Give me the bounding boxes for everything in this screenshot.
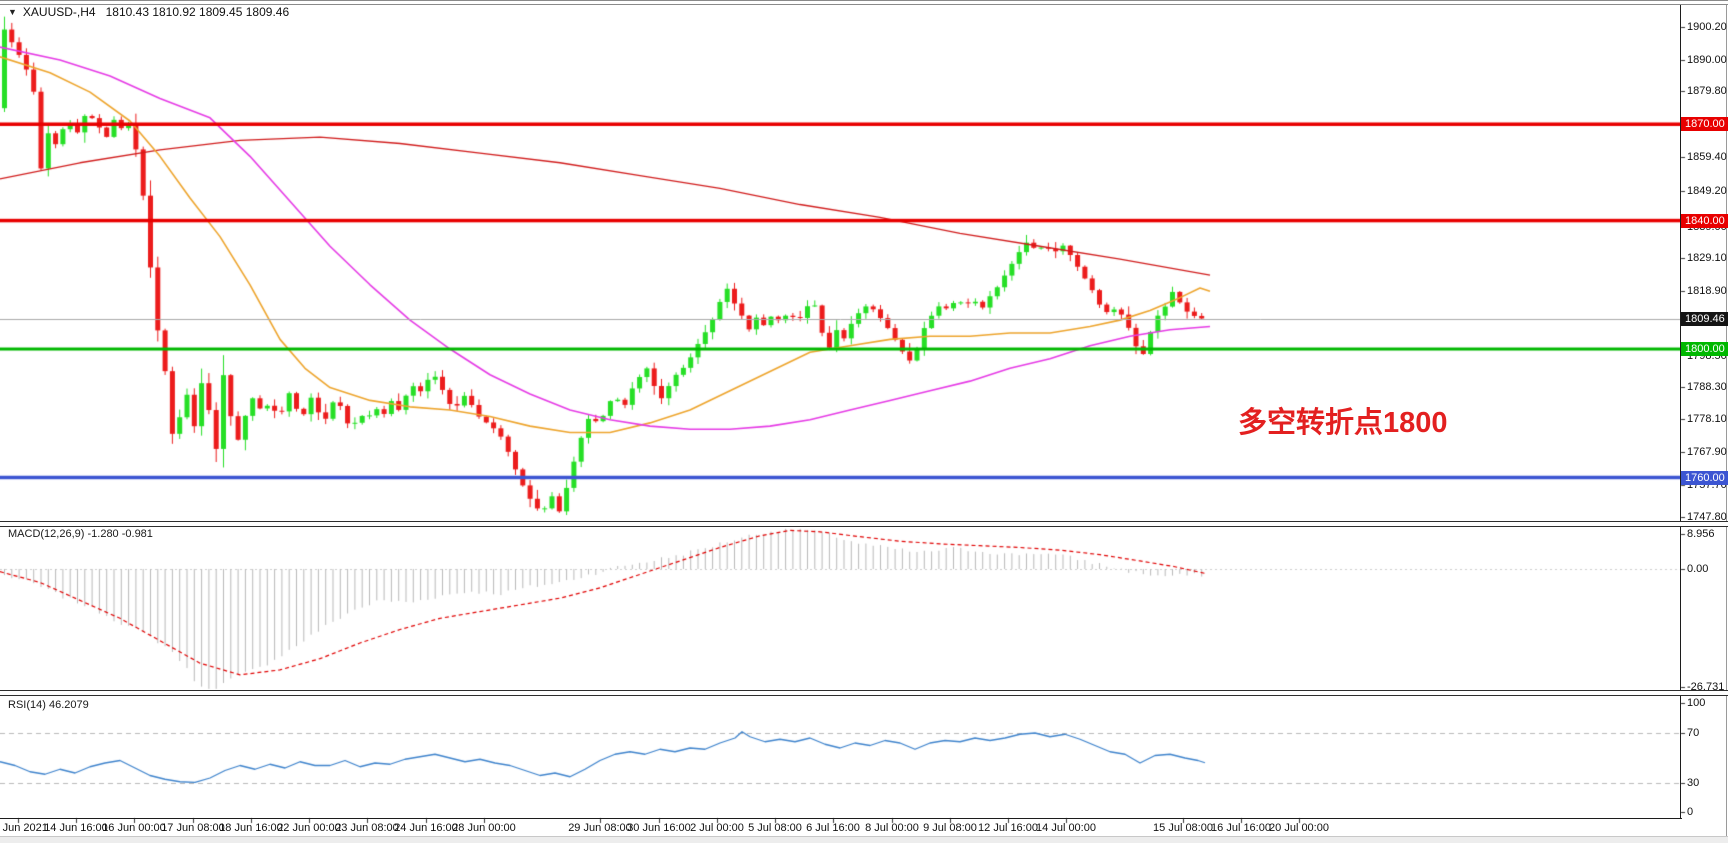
time-axis-label: 17 Jun 08:00 (161, 822, 225, 834)
symbol-timeframe-label: XAUUSD-,H4 (22, 5, 96, 19)
time-axis-label: 16 Jul 16:00 (1211, 822, 1271, 834)
price-macd-separator[interactable] (0, 521, 1728, 527)
time-axis-label: 23 Jun 08:00 (335, 822, 399, 834)
time-axis-label: 12 Jul 16:00 (978, 822, 1038, 834)
time-axis-label: 22 Jun 00:00 (277, 822, 341, 834)
price-axis-tick: 1879.80 (1687, 85, 1727, 97)
macd-rsi-separator[interactable] (0, 690, 1728, 696)
price-badge-176000[interactable]: 1760.00 (1681, 471, 1728, 485)
price-badge-187000[interactable]: 1870.00 (1681, 117, 1728, 131)
chevron-down-icon[interactable]: ▼ (8, 7, 17, 17)
time-axis-label: 11 Jun 2021 (0, 822, 48, 834)
price-axis-tick: 1900.20 (1687, 21, 1727, 33)
time-axis-label: 14 Jul 00:00 (1036, 822, 1096, 834)
macd-axis-tick: 8.956 (1687, 528, 1715, 540)
time-axis-label: 20 Jul 00:00 (1269, 822, 1329, 834)
price-axis-tick: 1747.80 (1687, 511, 1727, 523)
time-axis-label: 2 Jul 00:00 (690, 822, 744, 834)
rsi-indicator-label: RSI(14) 46.2079 (8, 699, 89, 711)
time-axis-label: 18 Jun 16:00 (219, 822, 283, 834)
price-axis-line (1680, 3, 1681, 819)
time-axis-label: 29 Jun 08:00 (568, 822, 632, 834)
time-axis-label: 28 Jun 00:00 (452, 822, 516, 834)
price-axis-tick: 1859.40 (1687, 151, 1727, 163)
time-axis-line (0, 818, 1682, 819)
time-axis-label: 5 Jul 08:00 (748, 822, 802, 834)
time-axis-label: 15 Jul 08:00 (1153, 822, 1213, 834)
time-axis-label: 14 Jun 16:00 (44, 822, 108, 834)
window-right-border (1726, 0, 1727, 843)
rsi-axis-tick: 70 (1687, 727, 1700, 739)
quote-values: 1810.43 1810.92 1809.45 1809.46 (105, 5, 290, 19)
macd-values: -1.280 -0.981 (87, 528, 153, 540)
price-axis-tick: 1849.20 (1687, 185, 1727, 197)
time-axis-label: 16 Jun 00:00 (102, 822, 166, 834)
rsi-value: 46.2079 (48, 699, 89, 711)
rsi-axis-tick: 30 (1687, 777, 1700, 789)
macd-indicator-label: MACD(12,26,9) -1.280 -0.981 (8, 528, 153, 540)
price-badge-180946[interactable]: 1809.46 (1681, 312, 1728, 326)
price-axis-tick: 1788.30 (1687, 381, 1727, 393)
rsi-axis-tick: 100 (1687, 697, 1706, 709)
price-axis-tick: 1890.00 (1687, 54, 1727, 66)
price-axis-tick: 1829.10 (1687, 252, 1727, 264)
window-bottom-strip (0, 836, 1728, 843)
price-annotation-text[interactable]: 多空转折点1800 (1238, 407, 1448, 439)
time-axis-label: 9 Jul 08:00 (923, 822, 977, 834)
price-badge-180000[interactable]: 1800.00 (1681, 342, 1728, 356)
time-axis-label: 8 Jul 00:00 (865, 822, 919, 834)
price-axis-tick: 1778.10 (1687, 413, 1727, 425)
price-badge-184000[interactable]: 1840.00 (1681, 214, 1728, 228)
price-axis-tick: 1818.90 (1687, 285, 1727, 297)
rsi-axis-tick: 0 (1687, 806, 1694, 818)
macd-axis-tick: 0.00 (1687, 563, 1709, 575)
time-axis-label: 6 Jul 16:00 (806, 822, 860, 834)
time-axis-label: 30 Jun 16:00 (627, 822, 691, 834)
chart-title: ▼ XAUUSD-,H4 1810.43 1810.92 1809.45 1809.… (8, 5, 289, 19)
macd-name: MACD(12,26,9) (8, 528, 85, 540)
time-axis-label: 24 Jun 16:00 (394, 822, 458, 834)
rsi-name: RSI(14) (8, 699, 46, 711)
price-axis-tick: 1767.90 (1687, 446, 1727, 458)
window-top-border (0, 0, 1728, 5)
